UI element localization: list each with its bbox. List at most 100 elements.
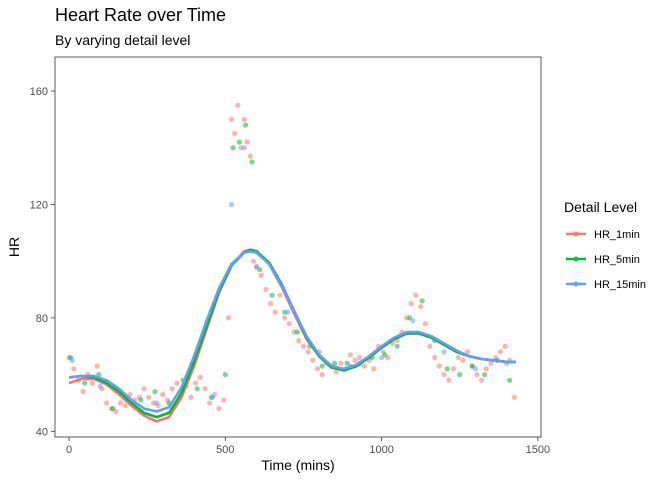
data-point-HR_1min [474, 372, 480, 378]
data-point-HR_1min [314, 366, 321, 372]
chart-title: Heart Rate over Time [55, 5, 227, 25]
data-point-HR_1min [479, 377, 485, 383]
data-point-HR_1min [258, 272, 264, 278]
data-point-HR_1min [296, 338, 302, 344]
legend-label: HR_15min [594, 279, 646, 291]
data-point-HR_1min [282, 315, 288, 321]
y-tick-label: 40 [36, 426, 48, 438]
data-point-HR_15min [254, 264, 260, 270]
plot-panel-border [54, 56, 542, 438]
x-tick-label: 1500 [526, 444, 550, 456]
data-point-HR_1min [408, 301, 414, 307]
data-point-HR_1min [427, 343, 433, 349]
data-point-HR_1min [232, 131, 238, 137]
data-point-HR_1min [202, 386, 208, 392]
data-point-HR_1min [422, 321, 428, 327]
data-point-HR_5min [110, 406, 116, 412]
data-point-HR_1min [310, 357, 316, 363]
data-point-HR_5min [230, 145, 236, 151]
data-point-HR_1min [413, 292, 419, 298]
data-point-HR_15min [410, 318, 416, 324]
data-point-HR_5min [444, 366, 450, 372]
data-point-HR_1min [483, 366, 489, 372]
data-point-HR_1min [455, 355, 461, 361]
data-point-HR_15min [69, 357, 75, 363]
x-tick-label: 0 [66, 444, 72, 456]
legend-key-point [573, 231, 579, 237]
legend-item-HR_5min: HR_5min [566, 254, 640, 266]
x-tick-label: 500 [216, 444, 234, 456]
data-point-HR_5min [269, 292, 275, 298]
data-point-HR_1min [247, 153, 253, 159]
data-point-HR_15min [241, 145, 247, 151]
data-point-HR_1min [460, 357, 466, 363]
data-point-HR_5min [82, 380, 88, 386]
data-point-HR_1min [118, 400, 124, 406]
data-point-HR_1min [436, 363, 442, 369]
data-point-HR_1min [352, 357, 358, 363]
data-point-HR_15min [229, 201, 235, 208]
x-tick-label: 1000 [369, 444, 393, 456]
data-point-HR_1min [169, 386, 175, 392]
y-tick-label: 120 [30, 199, 48, 211]
data-point-HR_5min [222, 372, 228, 378]
data-point-HR_1min [488, 360, 494, 366]
data-point-HR_1min [244, 139, 250, 145]
data-point-HR_1min [361, 363, 367, 369]
data-point-HR_1min [104, 400, 110, 406]
data-point-HR_1min [193, 380, 199, 386]
data-point-HR_1min [305, 349, 311, 355]
legend: Detail Level HR_1min HR_5min HR_15min [564, 199, 646, 291]
data-point-HR_1min [347, 352, 353, 358]
data-point-HR_1min [371, 366, 377, 372]
data-point-HR_5min [243, 122, 249, 128]
data-point-HR_1min [235, 102, 241, 108]
chart-subtitle: By varying detail level [55, 32, 191, 48]
data-point-HR_1min [71, 366, 77, 372]
data-point-HR_1min [94, 363, 100, 369]
data-point-HR_5min [332, 360, 338, 366]
smooth-line-HR_15min [68, 250, 516, 413]
data-point-HR_1min [80, 389, 86, 395]
data-point-HR_1min [465, 349, 471, 355]
data-point-HR_1min [357, 355, 363, 361]
data-point-HR_1min [286, 321, 292, 327]
data-point-HR_1min [333, 369, 339, 375]
data-point-HR_1min [225, 315, 232, 321]
data-point-HR_15min [154, 400, 160, 406]
data-point-HR_1min [229, 116, 235, 122]
data-point-HR_1min [272, 309, 278, 315]
points-layer [66, 102, 517, 415]
data-point-HR_1min [319, 372, 325, 378]
data-point-HR_1min [432, 355, 438, 361]
y-axis-title: HR [6, 237, 22, 257]
data-point-HR_1min [122, 403, 128, 409]
data-point-HR_1min [89, 380, 96, 386]
data-point-HR_1min [188, 394, 194, 400]
data-point-HR_15min [285, 309, 291, 315]
data-point-HR_1min [497, 349, 503, 355]
data-point-HR_1min [160, 391, 166, 398]
legend-title: Detail Level [564, 199, 637, 215]
axes-layer: 0 500 1000 1500 40 80 120 160 [30, 86, 550, 456]
data-point-HR_1min [446, 377, 452, 383]
data-point-HR_1min [300, 343, 307, 349]
y-tick-label: 80 [36, 313, 48, 325]
data-point-HR_5min [152, 389, 158, 395]
data-point-HR_1min [418, 304, 424, 310]
data-point-HR_1min [268, 301, 274, 307]
smooth-line-HR_1min [68, 248, 516, 423]
data-point-HR_1min [338, 360, 344, 366]
data-point-HR_1min [221, 397, 227, 403]
data-point-HR_1min [263, 286, 269, 293]
legend-key-point [573, 256, 579, 262]
legend-item-HR_15min: HR_15min [566, 279, 646, 291]
data-point-HR_5min [249, 159, 255, 165]
data-point-HR_5min [457, 372, 463, 378]
data-point-HR_5min [482, 372, 488, 378]
data-point-HR_1min [250, 258, 257, 264]
legend-label: HR_5min [594, 254, 640, 266]
data-point-HR_5min [419, 298, 425, 304]
data-point-HR_1min [511, 394, 517, 400]
